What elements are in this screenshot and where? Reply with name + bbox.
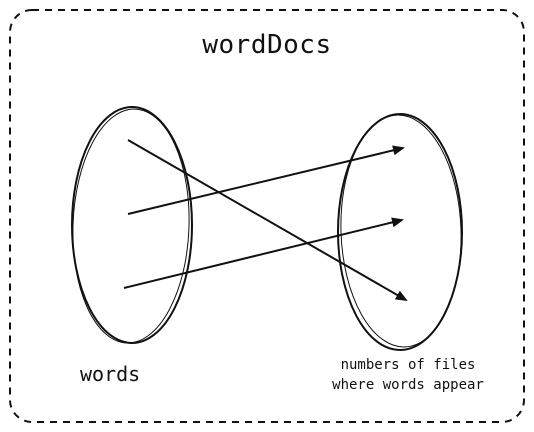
files-ellipse-sketch	[340, 114, 462, 348]
mapping-arrow	[123, 217, 404, 289]
diagram-title: wordDocs	[202, 30, 332, 60]
files-set-label: numbers of files where words appear	[298, 355, 518, 395]
files-set-label-line2: where words appear	[332, 377, 484, 393]
files-set-label-line1: numbers of files	[340, 357, 476, 373]
words-ellipse-sketch	[72, 108, 190, 344]
mapping-arrow	[127, 145, 405, 215]
files-ellipse	[337, 113, 463, 351]
dashed-frame	[9, 9, 525, 423]
words-set-label: words	[80, 362, 141, 386]
mapping-arrow	[127, 139, 408, 301]
